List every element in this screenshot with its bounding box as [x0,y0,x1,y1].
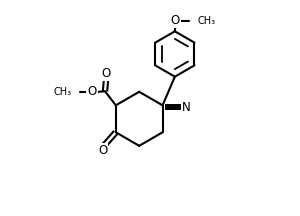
Text: N: N [182,100,191,114]
Text: O: O [98,144,107,157]
Text: O: O [101,67,111,81]
Text: CH₃: CH₃ [53,87,71,97]
Text: O: O [171,14,180,27]
Text: O: O [87,85,97,98]
Text: CH₃: CH₃ [197,16,216,25]
